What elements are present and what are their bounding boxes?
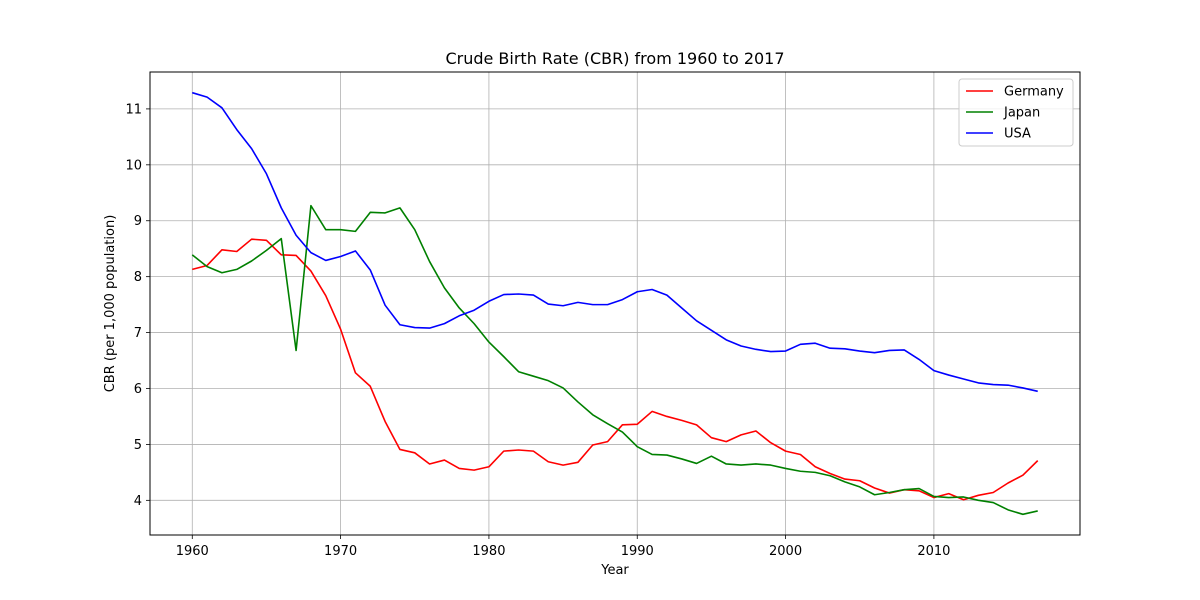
y-tick-label: 7 (134, 326, 142, 341)
y-tick-label: 10 (125, 158, 142, 173)
x-tick-label: 2010 (917, 544, 950, 559)
y-tick-label: 4 (134, 494, 142, 509)
x-axis-label: Year (600, 563, 629, 578)
series-line-usa (192, 91, 1038, 393)
series-lines (191, 91, 1039, 516)
chart-title: Crude Birth Rate (CBR) from 1960 to 2017 (445, 49, 784, 68)
x-tick-label: 1980 (472, 544, 505, 559)
x-tick-label: 1970 (324, 544, 357, 559)
plot-frame (149, 71, 1081, 536)
series-line-japan (191, 204, 1038, 516)
legend-label-germany: Germany (1004, 85, 1064, 100)
legend-box (958, 78, 1074, 147)
y-tick-label: 9 (134, 214, 142, 229)
y-tick-label: 6 (134, 382, 142, 397)
x-tick-label: 1990 (621, 544, 654, 559)
y-axis-label: CBR (per 1,000 population) (103, 215, 118, 393)
grid-lines (150, 72, 1080, 535)
legend: Germany Japan USA (958, 78, 1074, 147)
x-tick-label: 2000 (769, 544, 802, 559)
legend-label-japan: Japan (1003, 106, 1040, 121)
y-tick-label: 8 (134, 270, 142, 285)
y-tick-label: 5 (134, 438, 142, 453)
y-tick-label: 11 (125, 102, 142, 117)
y-axis: 4 5 6 7 8 9 10 11 (125, 102, 150, 509)
x-axis: 1960 1970 1980 1990 2000 2010 (176, 535, 950, 559)
legend-label-usa: USA (1004, 127, 1031, 142)
x-tick-label: 1960 (176, 544, 209, 559)
